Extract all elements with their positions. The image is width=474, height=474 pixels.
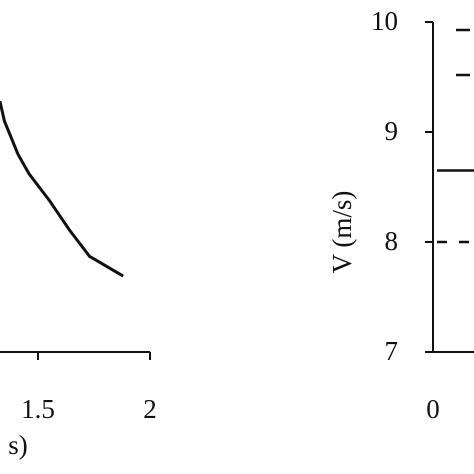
y-tick-label: 7 (385, 336, 399, 366)
y-tick-label: 10 (371, 6, 398, 36)
x-tick-label: 0 (426, 394, 440, 424)
x-axis-label: s) (8, 430, 28, 460)
data-line (0, 100, 124, 278)
y-tick-label: 9 (385, 116, 399, 146)
y-axis-label: V (m/s) (327, 191, 357, 274)
y-tick-label: 8 (385, 226, 399, 256)
x-tick-label: 2 (143, 394, 157, 424)
x-tick-label: 1.5 (21, 394, 55, 424)
